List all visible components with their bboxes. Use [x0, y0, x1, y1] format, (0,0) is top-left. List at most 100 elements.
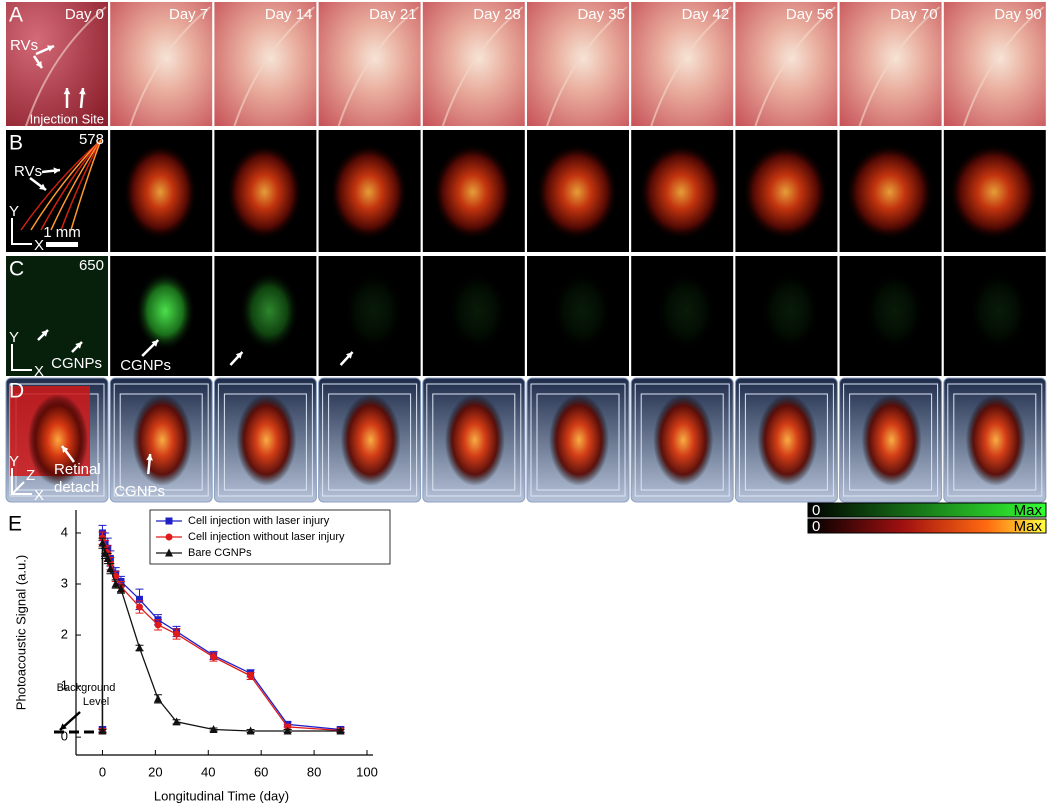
signal-blob: [329, 144, 408, 240]
signal-blob: [28, 394, 88, 486]
day-label: Day 0: [65, 6, 104, 23]
marker: [209, 724, 218, 733]
render-box: [426, 383, 522, 497]
legend-marker: [165, 517, 173, 525]
fundus-image: [839, 2, 942, 126]
legend-label: Cell injection without laser injury: [188, 531, 345, 543]
render-box: [113, 383, 209, 497]
day-label: Day 28: [473, 6, 521, 23]
axis-glyph-label: Y: [9, 453, 19, 470]
signal-blob: [340, 394, 401, 486]
render-box: [953, 393, 1037, 491]
marker: [106, 564, 115, 573]
vessel: [20, 139, 102, 231]
signal-blob: [864, 271, 925, 351]
arrow-head: [79, 88, 86, 95]
signal-blob: [653, 394, 714, 486]
vessel: [25, 6, 107, 127]
arrow-head: [47, 45, 54, 52]
marker: [135, 603, 143, 611]
signal-blob: [123, 144, 198, 240]
x-tick-label: 0: [99, 764, 106, 779]
day-label: Day 90: [994, 6, 1042, 23]
render-box: [947, 383, 1043, 497]
render-box: [432, 393, 516, 491]
signal-blob: [444, 394, 505, 486]
vessel: [60, 139, 102, 231]
vessel: [50, 139, 102, 231]
signal-blob: [447, 271, 508, 351]
signal-blob: [432, 144, 513, 240]
colorbar-min: 0: [812, 502, 820, 519]
axis-glyph-label: Y: [9, 329, 19, 346]
fundus-image: [6, 2, 108, 126]
fundus-image: [735, 2, 838, 126]
render-box: [328, 393, 412, 491]
legend-label: Bare CGNPs: [188, 547, 252, 559]
signal-blob: [760, 271, 821, 351]
y-tick-label: 2: [61, 626, 68, 641]
vessel: [337, 6, 420, 127]
annotation-line: Retinal: [54, 461, 101, 478]
marker: [173, 630, 181, 638]
signal-blob: [536, 144, 618, 240]
axis-glyph-label: Z: [26, 467, 35, 484]
legend-box: [149, 509, 391, 565]
render-box: [640, 393, 724, 491]
signal-blob: [343, 271, 404, 351]
y-axis-title: Photoacoustic Signal (a.u.): [13, 555, 28, 710]
colorbar-red: [807, 518, 1047, 534]
fundus-image: [214, 2, 317, 126]
marker: [336, 726, 345, 735]
vessel: [30, 139, 102, 231]
arrow-head: [75, 342, 82, 349]
image-grid: Day 0 Day 7 Day 14 Day 21 Day 28 Day 35 Day 42…: [5, 2, 1047, 504]
annotation-line: detach: [54, 479, 99, 496]
x-tick-label: 80: [307, 764, 321, 779]
arrow-head: [60, 723, 67, 730]
vessel: [233, 6, 316, 127]
day-label: Day 14: [265, 6, 313, 23]
legend-label: Cell injection with laser injury: [188, 515, 330, 527]
axis-glyph: [11, 344, 32, 371]
signal-blob: [132, 394, 193, 486]
scale-bar: [46, 242, 78, 247]
axis-glyph: [11, 481, 25, 495]
panel-label: C: [9, 258, 24, 281]
annotation-line: Background: [57, 682, 116, 694]
annotation: RVs: [10, 37, 38, 54]
signal-blob: [639, 144, 724, 240]
render-box: [217, 383, 313, 497]
series-line: [101, 543, 341, 732]
signal-blob: [226, 144, 303, 240]
fundus-image: [422, 2, 525, 126]
fundus-image: [527, 2, 629, 126]
annotation-line: Level: [83, 696, 109, 708]
signal-blob: [965, 394, 1026, 486]
x-axis-title: Longitudinal Time (day): [154, 788, 289, 803]
panel-label: A: [9, 4, 23, 27]
marker: [103, 553, 112, 562]
wavelength: 650: [79, 257, 104, 274]
x-tick-label: 60: [254, 764, 268, 779]
vessel: [40, 139, 102, 231]
marker: [135, 643, 144, 652]
vessel: [650, 6, 732, 127]
axis-glyph-label: X: [34, 237, 44, 254]
arrow-head: [62, 446, 69, 453]
annotation: Background Level: [57, 682, 116, 708]
marker: [172, 717, 181, 726]
signal-blob: [742, 144, 829, 240]
day-label: Day 42: [682, 6, 730, 23]
vessel: [858, 6, 941, 127]
render-box: [634, 383, 730, 497]
scale-bar-label: 1 mm: [43, 224, 81, 241]
day-label: Day 56: [786, 6, 834, 23]
signal-blob: [236, 394, 297, 486]
arrow-head: [41, 330, 48, 337]
day-label: Day 7: [169, 6, 208, 23]
legend-marker: [165, 533, 173, 541]
day-label: Day 70: [890, 6, 938, 23]
wavelength: 578: [79, 131, 104, 148]
